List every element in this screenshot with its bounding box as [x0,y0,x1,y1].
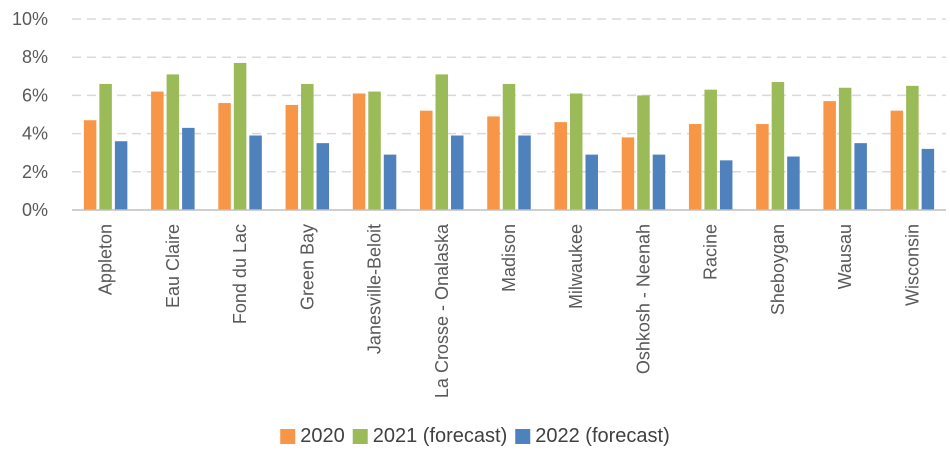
bar [554,122,567,210]
bar [151,91,164,210]
category-label: Eau Claire [163,224,183,308]
bar [114,141,128,210]
bar [838,87,852,210]
bar [451,135,464,210]
bar [688,124,702,210]
bar [352,93,366,210]
category-label: Janesville-Beloit [365,224,385,354]
bar [487,116,500,210]
bar [435,74,449,210]
legend-label: 2022 (forecast) [535,425,670,447]
bar [420,110,433,210]
bar [569,93,583,210]
bar [823,101,836,210]
legend-swatch [280,429,296,444]
bar [921,148,935,210]
category-label: Green Bay [297,224,317,310]
legend-label: 2021 (forecast) [373,425,508,447]
category-label: Wausau [835,224,855,289]
category-label: Racine [701,224,721,280]
y-tick-label: 6% [22,85,48,105]
legend-label: 2020 [300,425,345,447]
bar [652,154,666,210]
legend-swatch [515,429,531,444]
category-label: Madison [499,224,519,292]
bar [518,135,531,210]
bar [890,110,904,210]
bars [83,62,935,211]
legend: 2020 2021 (forecast) 2022 (forecast) [280,425,670,447]
bar [166,74,180,210]
bar [301,83,314,210]
bar [233,62,247,211]
bar [756,124,769,210]
bar [787,156,800,210]
bar [99,83,112,210]
category-label: Milwaukee [566,224,586,309]
category-label: Oshkosh - Neenah [633,224,653,374]
bar [316,143,330,210]
bar [854,143,867,210]
bar [368,91,381,210]
y-axis-tick-labels: 0% 2% 4% 6% 8% 10% [12,9,48,220]
category-label: Wisconsin [902,224,922,306]
bar [218,103,231,210]
bar [704,89,717,210]
bar [182,127,195,210]
bar [771,82,785,210]
category-labels: Appleton Eau Claire Fond du Lac Green Bay Ja… [96,223,923,398]
y-tick-label: 2% [22,162,48,182]
bar [621,137,635,210]
legend-swatch [352,429,368,444]
category-label: Sheboygan [768,224,788,315]
y-tick-label: 4% [22,124,48,144]
bar [502,83,516,210]
y-tick-label: 10% [12,9,48,29]
category-label: Fond du Lac [230,224,250,324]
bar [637,95,650,210]
category-label: La Crosse - Onalaska [432,223,452,398]
bar [719,160,733,210]
bar [249,135,262,210]
y-tick-label: 8% [22,47,48,67]
bar [906,85,919,210]
bar [83,120,97,210]
y-tick-label: 0% [22,200,48,220]
bar [585,154,598,210]
bar [285,104,299,210]
bar [383,154,397,210]
category-label: Appleton [96,224,116,295]
